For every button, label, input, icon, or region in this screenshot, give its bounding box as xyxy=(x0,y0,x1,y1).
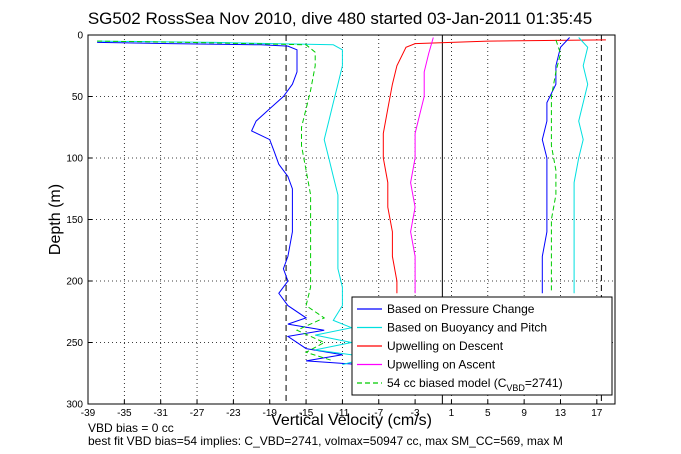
chart-title: SG502 RossSea Nov 2010, dive 480 started… xyxy=(88,9,592,28)
series-line-8 xyxy=(550,39,562,294)
x-tick-label: -19 xyxy=(262,408,277,419)
legend-label: Based on Pressure Change xyxy=(387,302,535,316)
series-line-1 xyxy=(97,41,361,366)
x-tick-label: -39 xyxy=(81,408,96,419)
series-line-5 xyxy=(97,40,334,362)
x-tick-label: -15 xyxy=(299,408,314,419)
series-line-2 xyxy=(97,40,370,366)
x-tick-label: -35 xyxy=(117,408,132,419)
x-axis-ticks: -39 -35 -31 -27 -23 -19 -15 -11 -7 -3 1 5 9 13 17 xyxy=(81,400,603,419)
x-tick-label: 1 xyxy=(449,408,455,419)
legend-box xyxy=(351,296,613,396)
x-tick-label: -31 xyxy=(153,408,168,419)
y-tick-label: 0 xyxy=(77,31,83,42)
x-tick-label: 9 xyxy=(521,408,527,419)
series-line-6 xyxy=(541,37,570,294)
y-tick-label: 250 xyxy=(66,338,83,349)
legend: Based on Pressure Change Based on Buoyanc… xyxy=(351,296,613,396)
x-tick-label: -3 xyxy=(411,408,420,419)
y-tick-label: 200 xyxy=(66,277,83,288)
y-axis-ticks: 0 50 100 150 200 250 300 xyxy=(66,31,92,411)
y-tick-label: 100 xyxy=(66,154,83,165)
x-tick-label: -11 xyxy=(336,408,350,419)
footer-line-2: best fit VBD bias=54 implies: C_VBD=2741… xyxy=(88,434,563,448)
series-line-7 xyxy=(573,37,589,294)
series-line-3 xyxy=(382,39,606,294)
y-axis-label: Depth (m) xyxy=(47,184,64,255)
x-tick-label: -7 xyxy=(374,408,383,419)
series-line-4 xyxy=(410,37,434,294)
x-tick-label: 17 xyxy=(591,408,603,419)
x-tick-label: -23 xyxy=(226,408,241,419)
x-tick-label: 5 xyxy=(485,408,491,419)
legend-label: Based on Buoyancy and Pitch xyxy=(387,321,547,335)
y-tick-label: 150 xyxy=(66,215,83,226)
x-axis-label: Vertical Velocity (cm/s) xyxy=(271,412,432,429)
footer-line-1: VBD bias = 0 cc xyxy=(88,421,174,435)
y-tick-label: 300 xyxy=(66,400,83,411)
x-tick-label: 13 xyxy=(555,408,567,419)
x-tick-label: -27 xyxy=(190,408,205,419)
y-tick-label: 50 xyxy=(72,92,84,103)
legend-label: Upwelling on Ascent xyxy=(387,358,496,372)
legend-label: Upwelling on Descent xyxy=(387,339,504,353)
series-lines xyxy=(97,37,606,366)
